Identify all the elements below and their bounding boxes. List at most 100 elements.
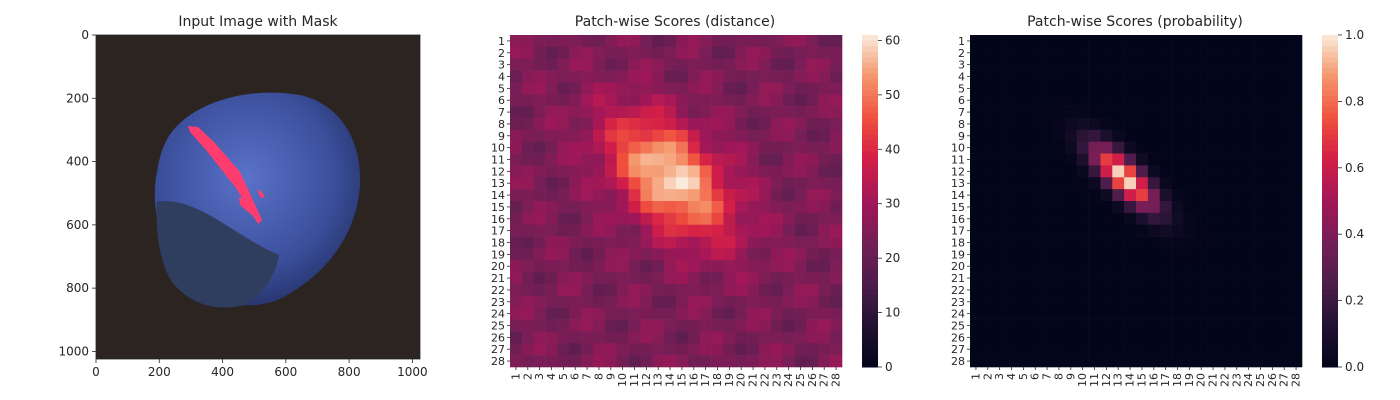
heatmap-cell — [1171, 319, 1184, 332]
heatmap-cell — [830, 94, 843, 107]
heatmap-cell — [687, 343, 701, 356]
colorbar-segment — [1322, 90, 1338, 97]
heatmap-cell — [1100, 106, 1113, 119]
heatmap-cell — [993, 153, 1006, 166]
colorbar-segment — [1322, 46, 1338, 53]
heatmap-cell — [970, 153, 983, 166]
heatmap-cell — [1159, 118, 1172, 131]
heatmap-cell — [818, 224, 831, 237]
heatmap-cell — [1124, 189, 1137, 202]
heatmap-cell — [581, 272, 594, 285]
heatmap-cell — [1183, 177, 1196, 190]
heatmap-cell — [1076, 343, 1089, 356]
heatmap-cell — [723, 141, 736, 154]
heatmap-cell — [818, 141, 831, 154]
heatmap-cell — [818, 307, 831, 320]
colorbar-tick-label: 0.6 — [1345, 161, 1364, 175]
heatmap-cell — [1290, 307, 1303, 320]
heatmap-cell — [1254, 118, 1267, 131]
heatmap-cell — [652, 355, 665, 368]
heatmap-cell — [1005, 331, 1018, 344]
heatmap-cell — [545, 189, 558, 202]
x-tick-label: 2 — [521, 373, 534, 380]
heatmap-cell — [723, 248, 736, 261]
heatmap-cell — [759, 46, 772, 60]
heatmap-cell — [640, 260, 653, 273]
colorbar-segment — [1322, 328, 1338, 335]
heatmap-cell — [1076, 141, 1089, 154]
heatmap-cell — [699, 307, 712, 320]
colorbar-segment — [1322, 73, 1338, 80]
heatmap-cell — [581, 284, 594, 297]
heatmap-cell — [616, 189, 629, 202]
heatmap-cell — [1195, 307, 1208, 320]
heatmap-cell — [1183, 212, 1196, 226]
heatmap-cell — [604, 58, 618, 71]
heatmap-cell — [782, 58, 795, 71]
heatmap-cell — [1219, 141, 1232, 154]
colorbar-segment — [862, 212, 878, 219]
heatmap-cell — [1100, 260, 1113, 273]
heatmap-cell — [1076, 260, 1089, 273]
heatmap-cell — [557, 94, 570, 107]
heatmap-cell — [652, 236, 665, 249]
heatmap-cell — [1029, 35, 1042, 48]
heatmap-cell — [545, 248, 558, 261]
y-tick-label: 20 — [491, 260, 505, 273]
heatmap-cell — [759, 129, 772, 143]
heatmap-cell — [1207, 343, 1220, 356]
y-tick-label: 9 — [958, 130, 965, 143]
heatmap-cell — [711, 129, 724, 143]
heatmap-cell — [1053, 70, 1066, 83]
heatmap-cell — [545, 94, 558, 107]
heatmap-cell — [1100, 189, 1113, 202]
heatmap-cell — [1029, 224, 1042, 237]
heatmap-cell — [747, 94, 760, 107]
heatmap-cell — [676, 106, 689, 119]
heatmap-cell — [1207, 153, 1220, 166]
heatmap-cell — [1207, 189, 1220, 202]
mask-region — [239, 197, 256, 216]
heatmap-cell — [1064, 295, 1078, 309]
heatmap-cell — [735, 106, 748, 119]
heatmap-cell — [1029, 165, 1042, 178]
heatmap-cell — [1100, 46, 1113, 60]
heatmap-cell — [806, 46, 819, 60]
heatmap-cell — [1124, 35, 1137, 48]
heatmap-cell — [676, 248, 689, 261]
y-tick-label: 11 — [951, 154, 965, 167]
heatmap-cell — [628, 153, 641, 166]
heatmap-cell — [1076, 295, 1089, 309]
heatmap-cell — [1242, 153, 1255, 166]
heatmap-cell — [1136, 106, 1149, 119]
heatmap-cell — [581, 331, 594, 344]
heatmap-cell — [557, 355, 570, 368]
heatmap-cell — [687, 106, 701, 119]
heatmap-cell — [1266, 201, 1279, 214]
heatmap-cell — [970, 70, 983, 83]
heatmap-cell — [1100, 94, 1113, 107]
heatmap-cell — [569, 129, 582, 143]
heatmap-cell — [1219, 46, 1232, 60]
heatmap-cell — [770, 141, 784, 154]
heatmap-cell — [1159, 94, 1172, 107]
mask-region — [257, 189, 265, 198]
heatmap-cell — [1278, 94, 1291, 107]
heatmap-cell — [1278, 141, 1291, 154]
heatmap-cell — [699, 118, 712, 131]
hazelnut-cap — [156, 201, 279, 308]
heatmap-cell — [533, 343, 546, 356]
heatmap-cell — [1112, 141, 1125, 154]
heatmap-cell — [770, 106, 784, 119]
heatmap-cell — [993, 189, 1006, 202]
heatmap-cell — [1029, 153, 1042, 166]
heatmap-cell — [1242, 331, 1255, 344]
colorbar-segment — [862, 129, 878, 136]
y-tick-label: 17 — [491, 225, 505, 238]
heatmap-cell — [652, 106, 665, 119]
heatmap-cell — [1195, 260, 1208, 273]
x-tick-label: 25 — [794, 373, 807, 387]
heatmap-cell — [1136, 331, 1149, 344]
heatmap-cell — [640, 153, 653, 166]
heatmap-cell — [1278, 295, 1291, 309]
